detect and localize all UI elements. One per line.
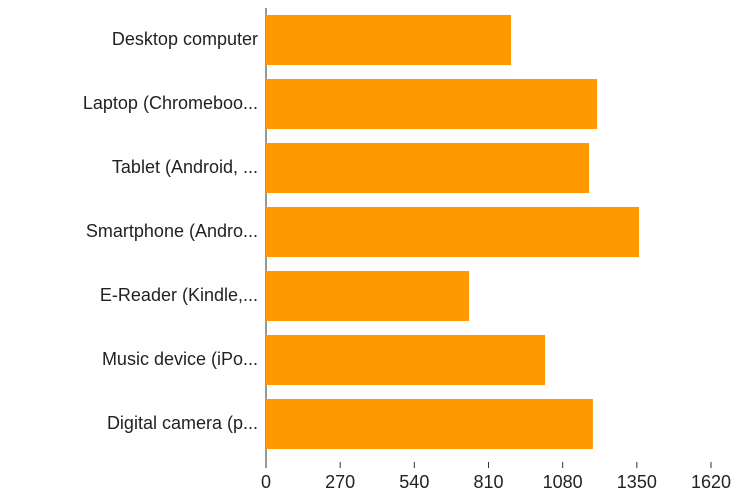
y-tick-label: Digital camera (p... — [107, 413, 258, 433]
x-tick-label: 270 — [325, 472, 355, 492]
x-tick-label: 1350 — [617, 472, 657, 492]
y-tick-label: Laptop (Chromeboo... — [83, 93, 258, 113]
x-tick-label: 1080 — [543, 472, 583, 492]
y-tick-label: E-Reader (Kindle,... — [100, 285, 258, 305]
y-tick-label: Tablet (Android, ... — [112, 157, 258, 177]
bar — [266, 207, 640, 257]
bar — [266, 79, 598, 129]
x-tick-label: 810 — [473, 472, 503, 492]
y-tick-label: Smartphone (Andro... — [86, 221, 258, 241]
y-tick-label: Music device (iPo... — [102, 349, 258, 369]
x-tick-label: 1620 — [691, 472, 731, 492]
bar — [266, 335, 546, 385]
bar — [266, 399, 593, 449]
x-tick-label: 540 — [399, 472, 429, 492]
bar — [266, 271, 469, 321]
y-tick-label: Desktop computer — [112, 29, 258, 49]
bar — [266, 143, 590, 193]
x-tick-label: 0 — [261, 472, 271, 492]
bar — [266, 15, 512, 65]
